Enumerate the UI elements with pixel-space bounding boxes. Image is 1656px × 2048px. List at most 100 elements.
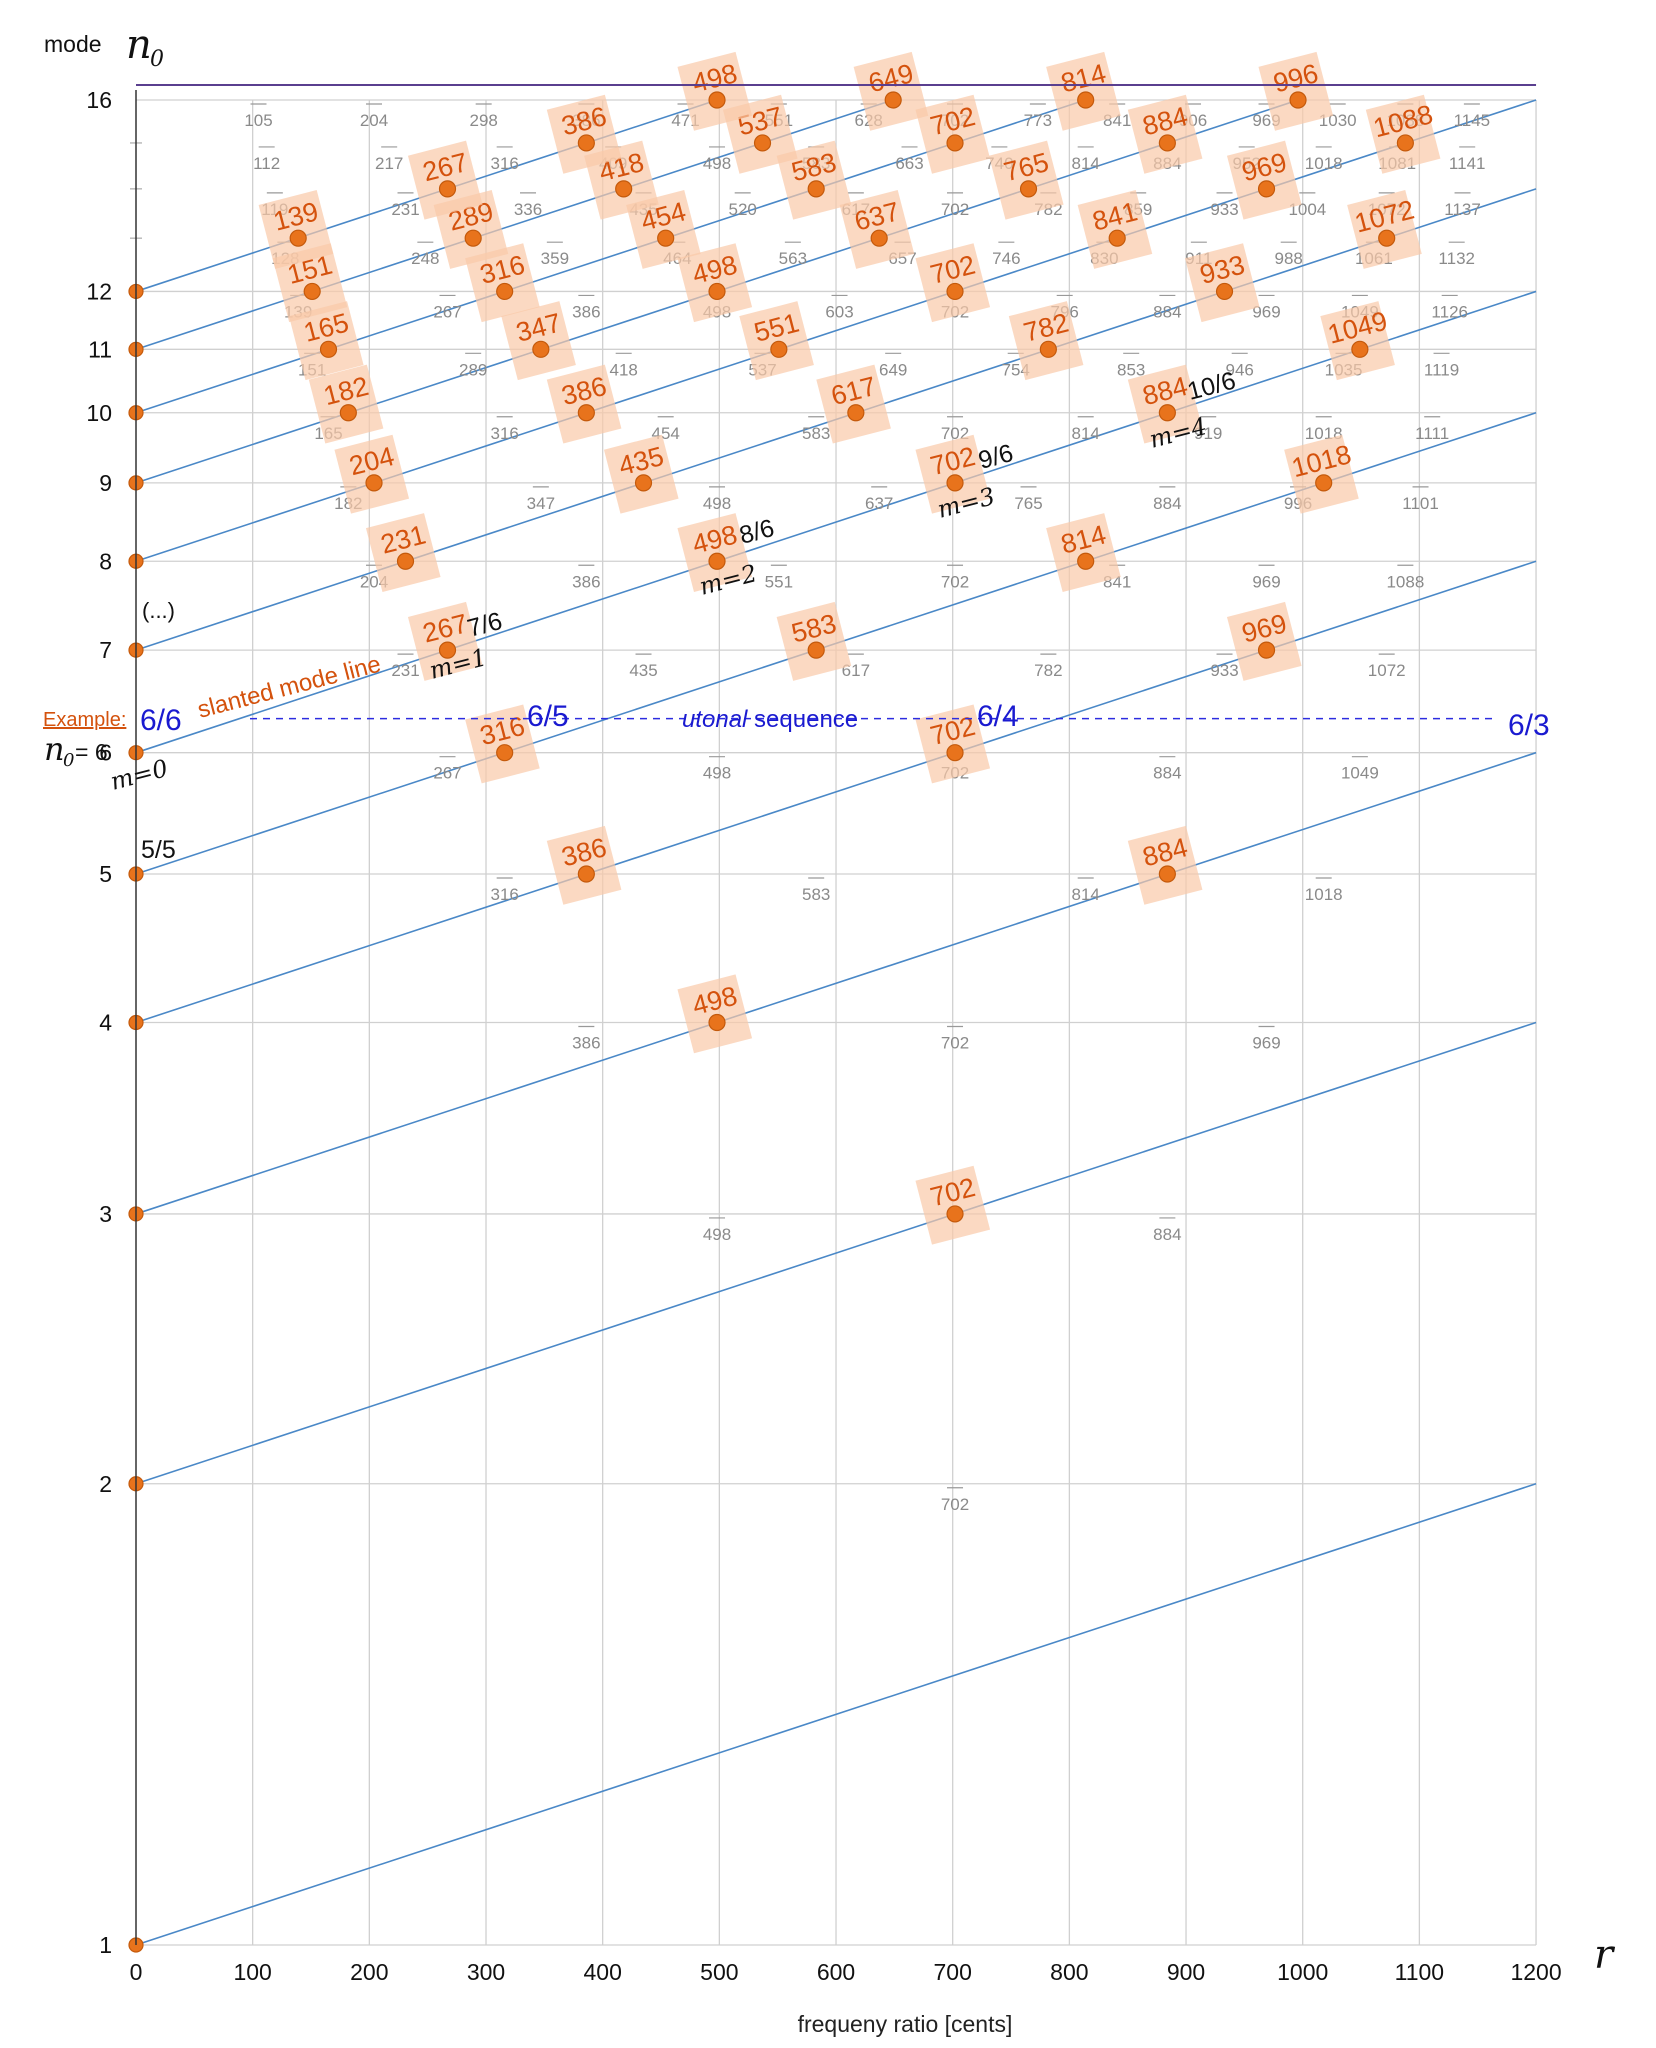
highlight-box bbox=[915, 243, 991, 323]
highlight-box bbox=[546, 825, 622, 905]
highlight-dot bbox=[946, 134, 964, 152]
highlight-point: 702 bbox=[915, 1165, 991, 1245]
highlight-dot bbox=[1215, 282, 1234, 301]
highlight-point: 231 bbox=[365, 513, 441, 592]
sub-label: 884 bbox=[1153, 302, 1181, 321]
sub-label: 316 bbox=[490, 424, 518, 443]
highlight-point: 841 bbox=[1077, 189, 1153, 269]
frac-6-6: 6/6 bbox=[140, 704, 182, 737]
sub-label: 946 bbox=[1226, 360, 1254, 379]
sub-label: 884 bbox=[1153, 1225, 1181, 1244]
sub-label: 105 bbox=[244, 111, 272, 130]
highlight-dot bbox=[496, 744, 514, 762]
sub-label: 435 bbox=[629, 661, 657, 680]
highlight-point: 969 bbox=[1226, 140, 1302, 220]
sub-label: 702 bbox=[941, 200, 969, 219]
sub-label: 853 bbox=[1117, 360, 1145, 379]
mode-line-3 bbox=[135, 751, 1537, 1215]
x-tick-label-1200: 1200 bbox=[1510, 1959, 1561, 1985]
highlight-box bbox=[1127, 94, 1203, 174]
sub-label: 204 bbox=[360, 111, 388, 130]
highlight-point: 884 bbox=[1127, 825, 1203, 905]
highlight-dot bbox=[946, 1205, 964, 1223]
mode-line-6 bbox=[135, 290, 1537, 754]
sub-label: 1018 bbox=[1305, 885, 1343, 904]
highlight-dot bbox=[289, 229, 307, 247]
sub-label: 418 bbox=[609, 360, 637, 379]
y-tick-label-2: 2 bbox=[99, 1471, 112, 1497]
highlight-box bbox=[1365, 94, 1441, 174]
sub-label: 884 bbox=[1153, 764, 1181, 783]
highlight-dot bbox=[847, 404, 865, 422]
n0-symbol: n bbox=[44, 730, 65, 768]
sub-label: 988 bbox=[1275, 249, 1303, 268]
highlight-dot bbox=[884, 91, 902, 109]
utonal-rest: sequence bbox=[747, 706, 858, 733]
highlight-box bbox=[677, 513, 753, 592]
highlight-dot bbox=[303, 282, 321, 301]
highlight-box bbox=[546, 94, 622, 174]
highlight-box bbox=[1127, 364, 1203, 444]
mode-line-2 bbox=[135, 1021, 1537, 1485]
highlight-box bbox=[603, 434, 679, 514]
highlight-box bbox=[1008, 301, 1084, 381]
x-tick-label-500: 500 bbox=[700, 1959, 738, 1985]
highlight-point: 782 bbox=[1008, 301, 1084, 381]
highlight-point: 498 bbox=[677, 974, 753, 1054]
y-axis-symbol: n bbox=[126, 22, 152, 68]
highlight-box bbox=[915, 704, 991, 784]
highlight-dot bbox=[1351, 340, 1369, 358]
highlight-dot bbox=[1257, 180, 1276, 198]
sub-label: 702 bbox=[941, 1034, 969, 1053]
highlight-point: 583 bbox=[776, 601, 852, 681]
sub-label: 1126 bbox=[1431, 302, 1468, 321]
sub-label: 969 bbox=[1252, 572, 1280, 591]
highlight-box bbox=[1347, 189, 1422, 269]
frac-10-6: 10/6 bbox=[1184, 367, 1238, 406]
highlight-dot bbox=[946, 474, 964, 492]
highlight-dot bbox=[615, 180, 633, 198]
highlight-box bbox=[1127, 825, 1203, 905]
highlight-box bbox=[677, 51, 753, 131]
y-tick-label-11: 11 bbox=[88, 336, 112, 362]
highlight-point: 1072 bbox=[1347, 189, 1422, 269]
highlight-dot bbox=[577, 865, 595, 883]
highlight-point: 204 bbox=[334, 434, 410, 514]
highlight-box bbox=[776, 140, 852, 220]
x-tick-label-1000: 1000 bbox=[1277, 1959, 1328, 1985]
highlight-dot bbox=[708, 1013, 726, 1032]
highlight-dot bbox=[1257, 641, 1276, 659]
sub-label: 248 bbox=[411, 249, 439, 268]
highlight-box bbox=[258, 189, 334, 269]
highlight-box bbox=[1077, 189, 1153, 269]
y-axis-label: mode bbox=[44, 31, 102, 57]
highlight-point: 814 bbox=[1046, 51, 1121, 131]
highlight-dot bbox=[438, 641, 457, 659]
highlight-point: 386 bbox=[546, 94, 622, 174]
highlight-point: 884 bbox=[1127, 94, 1203, 174]
frac-6-5: 6/5 bbox=[527, 700, 569, 733]
highlight-point: 1018 bbox=[1284, 434, 1359, 514]
y-tick-label-1: 1 bbox=[99, 1932, 112, 1958]
sub-label: 386 bbox=[572, 1034, 600, 1053]
sub-labels: 702 498 884 386 702 969 316 583 814 1018 267 498 702… bbox=[244, 103, 1490, 1514]
highlight-point: 537 bbox=[722, 94, 798, 174]
highlight-dot bbox=[319, 340, 338, 358]
highlight-point: 1049 bbox=[1320, 301, 1395, 381]
y-tick-label-5: 5 bbox=[99, 861, 112, 887]
highlight-box bbox=[308, 364, 384, 444]
sub-label: 702 bbox=[941, 572, 969, 591]
x-tick-label-100: 100 bbox=[233, 1959, 271, 1985]
highlight-box bbox=[1258, 51, 1334, 131]
y-axis-symbol-sub: 0 bbox=[150, 47, 164, 72]
highlight-point: 702 bbox=[915, 243, 991, 323]
sub-label: 814 bbox=[1072, 424, 1100, 443]
highlight-box bbox=[739, 301, 814, 381]
highlight-box bbox=[288, 301, 364, 381]
x-tick-label-1100: 1100 bbox=[1395, 1959, 1444, 1985]
sub-label: 1088 bbox=[1386, 572, 1424, 591]
sub-label: 231 bbox=[391, 200, 419, 219]
sub-label: 498 bbox=[703, 1225, 731, 1244]
sub-label: 336 bbox=[514, 200, 542, 219]
sub-label: 1072 bbox=[1368, 661, 1406, 680]
